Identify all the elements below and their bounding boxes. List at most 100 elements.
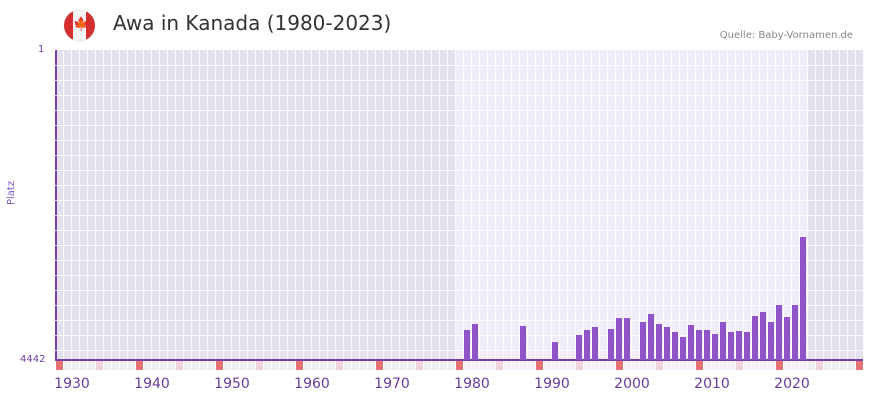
- year-marker: [224, 361, 231, 370]
- year-marker: [144, 361, 151, 370]
- year-marker: [552, 361, 559, 370]
- year-marker: [240, 361, 247, 370]
- x-tick-label: 1960: [294, 376, 330, 392]
- year-marker: [768, 361, 775, 370]
- year-marker: [600, 361, 607, 370]
- year-marker: [664, 361, 671, 370]
- year-marker: [656, 361, 663, 370]
- year-marker: [96, 361, 103, 370]
- bar-2021[interactable]: [784, 317, 790, 360]
- year-marker: [416, 361, 423, 370]
- source-link[interactable]: Quelle: Baby-Vornamen.de: [719, 30, 853, 41]
- year-marker: [816, 361, 823, 370]
- bar-1982[interactable]: [472, 323, 478, 360]
- year-marker: [312, 361, 319, 370]
- year-marker: [152, 361, 159, 370]
- bar-1996[interactable]: [584, 329, 590, 360]
- year-marker: [568, 361, 575, 370]
- year-marker: [688, 361, 695, 370]
- x-tick-label: 1950: [214, 376, 250, 392]
- year-marker: [256, 361, 263, 370]
- bar-2008[interactable]: [680, 337, 686, 360]
- year-marker: [272, 361, 279, 370]
- bar-2005[interactable]: [656, 323, 662, 360]
- year-marker: [736, 361, 743, 370]
- bar-2019[interactable]: [768, 321, 774, 360]
- year-marker: [560, 361, 567, 370]
- year-marker: [120, 361, 127, 370]
- year-marker: [824, 361, 831, 370]
- bar-2017[interactable]: [752, 315, 758, 360]
- year-marker: [200, 361, 207, 370]
- year-marker: [744, 361, 751, 370]
- bar-2023[interactable]: [800, 237, 806, 360]
- bar-1988[interactable]: [520, 326, 526, 360]
- bar-2004[interactable]: [648, 313, 654, 360]
- bar-1981[interactable]: [464, 329, 470, 360]
- year-marker: [368, 361, 375, 370]
- year-marker: [680, 361, 687, 370]
- y-axis-title: Platz: [6, 180, 17, 205]
- year-marker: [832, 361, 839, 370]
- year-marker: [800, 361, 807, 370]
- bar-2006[interactable]: [664, 326, 670, 360]
- bar-2009[interactable]: [688, 324, 694, 360]
- x-axis: [55, 359, 863, 361]
- x-tick-label: 1970: [374, 376, 410, 392]
- year-marker: [520, 361, 527, 370]
- year-marker: [584, 361, 591, 370]
- year-marker: [544, 361, 551, 370]
- year-marker: [288, 361, 295, 370]
- year-marker: [376, 361, 383, 370]
- year-marker: [176, 361, 183, 370]
- year-marker: [216, 361, 223, 370]
- year-marker: [64, 361, 71, 370]
- year-marker: [792, 361, 799, 370]
- year-marker: [808, 361, 815, 370]
- year-marker: [296, 361, 303, 370]
- year-marker: [440, 361, 447, 370]
- year-marker: [112, 361, 119, 370]
- year-marker: [504, 361, 511, 370]
- bar-2000[interactable]: [616, 317, 622, 360]
- plot-area: [55, 50, 864, 360]
- year-marker: [496, 361, 503, 370]
- bar-2018[interactable]: [760, 311, 766, 360]
- year-marker: [704, 361, 711, 370]
- bar-1997[interactable]: [592, 326, 598, 360]
- year-marker: [304, 361, 311, 370]
- year-marker: [336, 361, 343, 370]
- year-marker: [72, 361, 79, 370]
- bar-2014[interactable]: [728, 332, 734, 360]
- year-marker: [264, 361, 271, 370]
- bar-2007[interactable]: [672, 332, 678, 360]
- year-marker: [536, 361, 543, 370]
- year-marker: [512, 361, 519, 370]
- bar-1992[interactable]: [552, 341, 558, 360]
- x-tick-label: 2010: [694, 376, 730, 392]
- year-marker: [528, 361, 535, 370]
- bar-2022[interactable]: [792, 304, 798, 360]
- year-marker: [424, 361, 431, 370]
- bar-2012[interactable]: [712, 333, 718, 360]
- bar-2011[interactable]: [704, 329, 710, 360]
- year-marker: [592, 361, 599, 370]
- bar-2010[interactable]: [696, 329, 702, 360]
- bar-1999[interactable]: [608, 329, 614, 360]
- bar-1995[interactable]: [576, 335, 582, 360]
- bar-2003[interactable]: [640, 321, 646, 360]
- bar-2016[interactable]: [744, 332, 750, 360]
- year-marker: [248, 361, 255, 370]
- bar-2001[interactable]: [624, 317, 630, 360]
- bar-2015[interactable]: [736, 330, 742, 360]
- year-marker: [104, 361, 111, 370]
- year-marker: [160, 361, 167, 370]
- year-marker: [480, 361, 487, 370]
- year-marker: [448, 361, 455, 370]
- year-marker: [464, 361, 471, 370]
- bar-2020[interactable]: [776, 304, 782, 360]
- bar-2013[interactable]: [720, 321, 726, 360]
- year-marker: [280, 361, 287, 370]
- year-marker: [320, 361, 327, 370]
